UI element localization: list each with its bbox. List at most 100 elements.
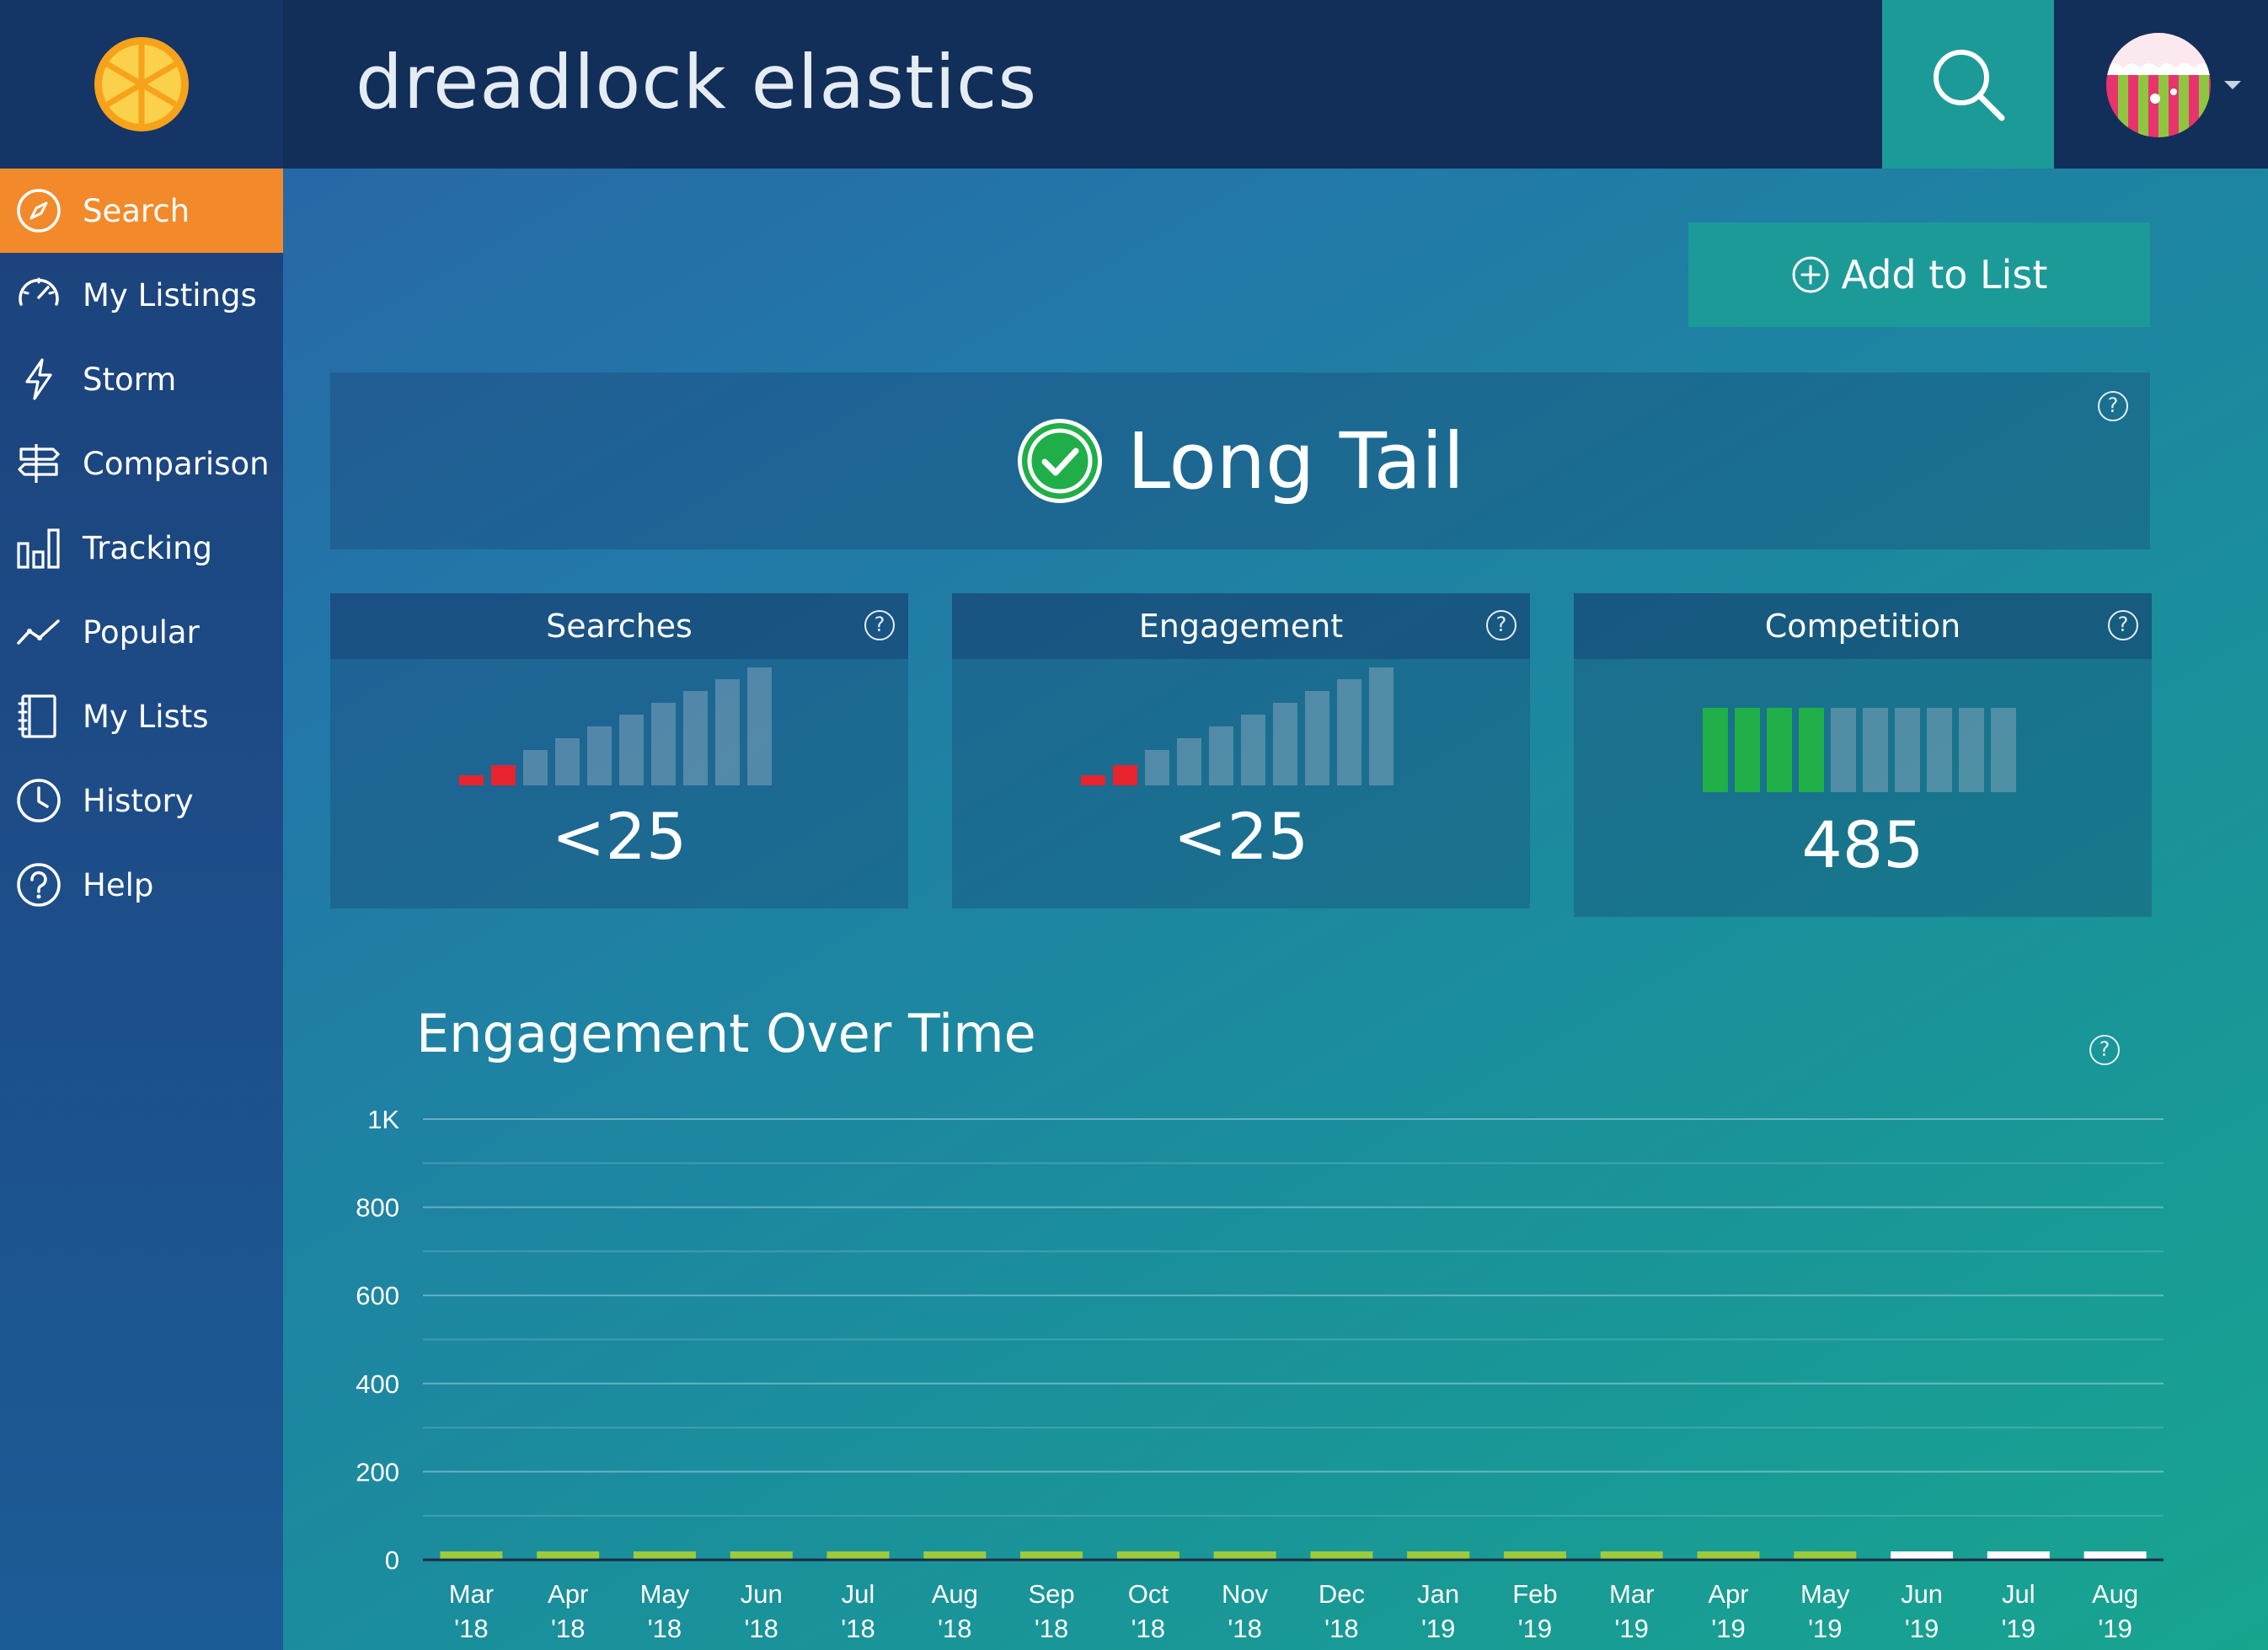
help-icon[interactable]: ?: [2089, 1035, 2120, 1065]
help-icon[interactable]: ?: [1486, 610, 1516, 640]
level-bar: [587, 726, 612, 785]
x-tick-label: '19: [2002, 1614, 2035, 1643]
y-tick-label: 200: [356, 1457, 399, 1487]
level-bar: [651, 703, 676, 785]
sidebar-item-help[interactable]: Help: [0, 843, 283, 927]
x-tick-label: '19: [1615, 1614, 1649, 1643]
level-bar: [1767, 708, 1792, 792]
chart-bar: [826, 1551, 890, 1560]
level-bar: [1209, 726, 1233, 785]
signpost-icon: [15, 440, 62, 487]
x-tick-label: Mar: [449, 1579, 494, 1609]
sidebar-nav: Search My Listings Storm Comparison Trac…: [0, 169, 283, 927]
chart-bar: [1020, 1551, 1083, 1560]
level-bar: [1081, 775, 1105, 785]
level-bar: [1895, 708, 1920, 792]
level-bar: [1831, 708, 1856, 792]
sidebar-item-storm[interactable]: Storm: [0, 337, 283, 421]
searches-level-bars: [330, 667, 908, 785]
add-to-list-button[interactable]: Add to List: [1688, 222, 2150, 327]
level-bar: [555, 738, 580, 785]
chart-bar: [2083, 1551, 2147, 1560]
sidebar-item-label: Comparison: [83, 445, 270, 482]
chart-bar: [1407, 1551, 1470, 1560]
sidebar-item-label: History: [83, 782, 194, 819]
searches-card: Searches ? <25: [330, 593, 908, 908]
user-avatar[interactable]: [2106, 33, 2211, 137]
level-bar: [1369, 667, 1393, 785]
x-tick-label: May: [640, 1579, 690, 1609]
chevron-down-icon[interactable]: [2224, 81, 2241, 89]
level-bar: [523, 750, 548, 785]
x-tick-label: Jan: [1417, 1579, 1459, 1609]
sidebar-item-comparison[interactable]: Comparison: [0, 421, 283, 506]
sidebar-item-my-listings[interactable]: My Listings: [0, 253, 283, 337]
x-tick-label: Apr: [548, 1579, 588, 1609]
x-tick-label: Apr: [1708, 1579, 1748, 1609]
x-tick-label: Jul: [2002, 1579, 2035, 1609]
level-bar: [459, 775, 484, 785]
help-icon[interactable]: ?: [2108, 610, 2138, 640]
level-bar: [1703, 708, 1728, 792]
search-button[interactable]: [1882, 0, 2054, 169]
sidebar-item-label: Search: [83, 192, 190, 229]
user-menu[interactable]: [2106, 30, 2266, 140]
help-icon[interactable]: ?: [864, 610, 895, 640]
chart-bar: [730, 1551, 793, 1560]
level-bar: [1273, 703, 1297, 785]
sidebar-item-tracking[interactable]: Tracking: [0, 506, 283, 590]
help-icon[interactable]: ?: [2098, 391, 2128, 421]
chart-bar: [1310, 1551, 1373, 1560]
sidebar-item-popular[interactable]: Popular: [0, 590, 283, 674]
top-bar: dreadlock elastics: [283, 0, 2268, 169]
y-tick-label: 600: [356, 1281, 399, 1310]
level-bar: [1735, 708, 1760, 792]
level-bar: [715, 679, 740, 785]
sidebar-item-search[interactable]: Search: [0, 169, 283, 253]
plus-circle-icon: [1792, 256, 1829, 293]
card-title: Searches: [546, 608, 693, 645]
x-tick-label: Feb: [1512, 1579, 1557, 1609]
x-tick-label: Jun: [741, 1579, 783, 1609]
sidebar-item-history[interactable]: History: [0, 758, 283, 843]
sidebar-item-label: Tracking: [83, 529, 213, 566]
x-tick-label: '18: [551, 1614, 585, 1643]
y-tick-label: 800: [356, 1193, 399, 1223]
level-bar: [683, 691, 708, 785]
level-bar: [1177, 738, 1201, 785]
sidebar-item-my-lists[interactable]: My Lists: [0, 674, 283, 758]
x-tick-label: '18: [1324, 1614, 1358, 1643]
competition-level-bars: [1574, 706, 2152, 792]
logo[interactable]: [0, 0, 283, 169]
x-tick-label: '18: [648, 1614, 682, 1643]
card-title: Engagement: [1138, 608, 1344, 645]
sidebar-item-label: Popular: [83, 613, 200, 651]
x-tick-label: '18: [745, 1614, 778, 1643]
x-tick-label: '19: [1711, 1614, 1745, 1643]
chart-bar: [1600, 1551, 1663, 1560]
chart-bar: [923, 1551, 987, 1560]
x-tick-label: May: [1800, 1579, 1850, 1609]
level-bar: [1305, 691, 1329, 785]
y-tick-label: 1K: [367, 1105, 399, 1134]
add-to-list-label: Add to List: [1841, 252, 2048, 297]
page-title: dreadlock elastics: [356, 39, 1038, 126]
chart-bar: [1116, 1551, 1179, 1560]
check-circle-icon: [1017, 419, 1102, 503]
orange-slice-icon: [94, 37, 189, 131]
level-bar: [1863, 708, 1888, 792]
x-tick-label: Aug: [2092, 1579, 2138, 1609]
sidebar-item-label: Storm: [83, 361, 177, 398]
chart-bar: [1697, 1551, 1760, 1560]
card-header: Competition: [1574, 593, 2152, 659]
x-tick-label: '18: [1228, 1614, 1261, 1643]
bar-chart-icon: [15, 524, 62, 571]
x-tick-label: '19: [1421, 1614, 1455, 1643]
compass-icon: [15, 187, 62, 234]
trend-line-icon: [15, 608, 62, 656]
x-tick-label: Jul: [842, 1579, 875, 1609]
x-tick-label: Dec: [1319, 1579, 1365, 1609]
x-tick-label: '18: [841, 1614, 875, 1643]
chart-title: Engagement Over Time: [416, 1003, 1036, 1064]
level-bar: [1145, 750, 1169, 785]
